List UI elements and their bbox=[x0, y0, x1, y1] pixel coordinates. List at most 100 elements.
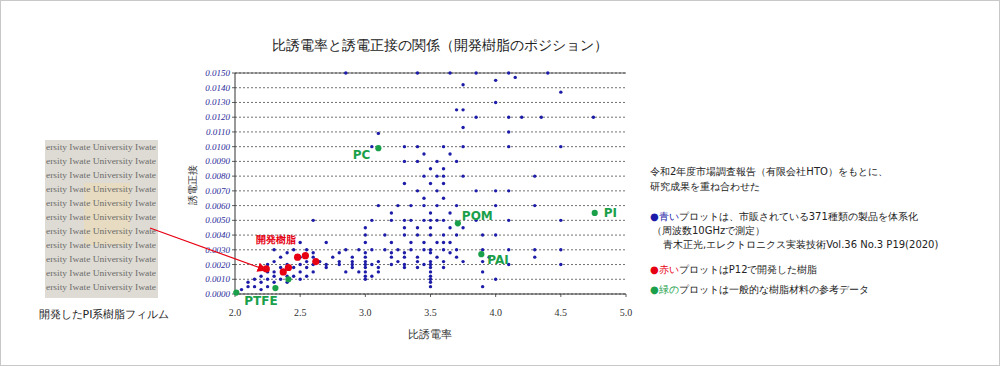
point bbox=[338, 260, 341, 263]
point bbox=[403, 251, 406, 254]
point bbox=[481, 260, 484, 263]
note: 研究成果を重ね合わせた bbox=[650, 181, 760, 192]
point bbox=[298, 241, 301, 244]
point bbox=[403, 233, 406, 236]
marks bbox=[233, 71, 598, 295]
point bbox=[455, 255, 458, 258]
point bbox=[266, 285, 269, 288]
y-tick-label: 0.0130 bbox=[205, 97, 230, 107]
point bbox=[455, 108, 458, 111]
y-tick-label: 0.0110 bbox=[206, 127, 231, 137]
point bbox=[344, 270, 347, 273]
point bbox=[455, 204, 458, 207]
point bbox=[325, 266, 328, 269]
point bbox=[370, 263, 373, 266]
point-labels: 開発樹脂PTFEPCPOMPAIPI bbox=[244, 148, 617, 307]
point bbox=[474, 189, 477, 192]
y-tick-label: 0.0050 bbox=[205, 215, 230, 225]
x-tick-label: 3.0 bbox=[359, 307, 372, 318]
y-tick-label: 0.0120 bbox=[205, 112, 230, 122]
point bbox=[383, 233, 386, 236]
point bbox=[298, 270, 301, 273]
point bbox=[312, 219, 315, 222]
y-tick-label: 0.0010 bbox=[205, 274, 230, 284]
point bbox=[507, 189, 510, 192]
legend-entry: ●赤いプロットはP12で開発した樹脂 bbox=[650, 264, 818, 275]
point-label: POM bbox=[462, 209, 493, 223]
point bbox=[429, 248, 432, 251]
axes: 0.00000.00100.00200.00300.00400.00500.00… bbox=[205, 68, 632, 318]
point bbox=[272, 248, 275, 251]
point bbox=[448, 251, 451, 254]
photo-text: ersity Iwate University Iwate bbox=[46, 157, 157, 166]
point bbox=[416, 189, 419, 192]
point bbox=[533, 204, 536, 207]
point bbox=[292, 275, 295, 278]
point bbox=[383, 248, 386, 251]
point bbox=[259, 288, 262, 291]
point bbox=[377, 204, 380, 207]
x-tick-label: 2.0 bbox=[229, 307, 242, 318]
point bbox=[351, 260, 354, 263]
point bbox=[559, 145, 562, 148]
point bbox=[409, 204, 412, 207]
point bbox=[481, 285, 484, 288]
point-label: PI bbox=[604, 206, 617, 220]
point bbox=[559, 219, 562, 222]
point bbox=[403, 255, 406, 258]
point bbox=[442, 248, 445, 251]
point bbox=[370, 219, 373, 222]
point bbox=[409, 241, 412, 244]
point bbox=[478, 251, 484, 257]
point bbox=[429, 251, 432, 254]
photo-text: ersity Iwate University Iwate bbox=[46, 185, 157, 194]
point bbox=[422, 248, 425, 251]
point bbox=[422, 241, 425, 244]
point bbox=[416, 160, 419, 163]
point bbox=[435, 241, 438, 244]
point bbox=[364, 233, 367, 236]
y-tick-label: 0.0080 bbox=[205, 171, 230, 181]
point bbox=[351, 263, 354, 266]
point bbox=[240, 288, 243, 291]
grid-line bbox=[235, 146, 626, 147]
x-tick-label: 4.5 bbox=[555, 307, 568, 318]
point bbox=[272, 260, 275, 263]
point bbox=[305, 248, 308, 251]
point bbox=[429, 266, 432, 269]
point bbox=[422, 152, 425, 155]
background bbox=[1, 1, 1000, 366]
point bbox=[442, 266, 445, 269]
point bbox=[259, 275, 262, 278]
point bbox=[507, 116, 510, 119]
point bbox=[461, 108, 464, 111]
point bbox=[429, 167, 432, 170]
point bbox=[416, 145, 419, 148]
point bbox=[461, 260, 464, 263]
photo-text: ersity Iwate University Iwate bbox=[46, 199, 157, 208]
point bbox=[416, 255, 419, 258]
point bbox=[377, 266, 380, 269]
arrow bbox=[150, 228, 266, 270]
point bbox=[370, 145, 373, 148]
photo-text: ersity Iwate University Iwate bbox=[46, 255, 157, 264]
point bbox=[435, 174, 438, 177]
point bbox=[559, 248, 562, 251]
photo: ersity Iwate University Iwate ersity Iwat… bbox=[45, 140, 158, 298]
point bbox=[442, 241, 445, 244]
point-label: PC bbox=[353, 148, 371, 162]
point bbox=[592, 116, 595, 119]
point bbox=[546, 71, 549, 74]
point bbox=[592, 210, 598, 216]
point bbox=[390, 251, 393, 254]
point bbox=[312, 251, 315, 254]
point bbox=[364, 260, 367, 263]
point bbox=[494, 233, 497, 236]
y-tick-label: 0.0000 bbox=[205, 289, 230, 299]
point bbox=[302, 252, 309, 259]
point bbox=[259, 281, 262, 284]
point bbox=[474, 116, 477, 119]
legend-text: プロットはP12で開発した樹脂 bbox=[679, 264, 818, 275]
point bbox=[533, 248, 536, 251]
point bbox=[429, 281, 432, 284]
